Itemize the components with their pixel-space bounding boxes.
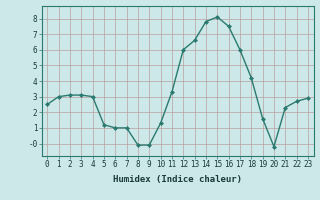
X-axis label: Humidex (Indice chaleur): Humidex (Indice chaleur) (113, 175, 242, 184)
